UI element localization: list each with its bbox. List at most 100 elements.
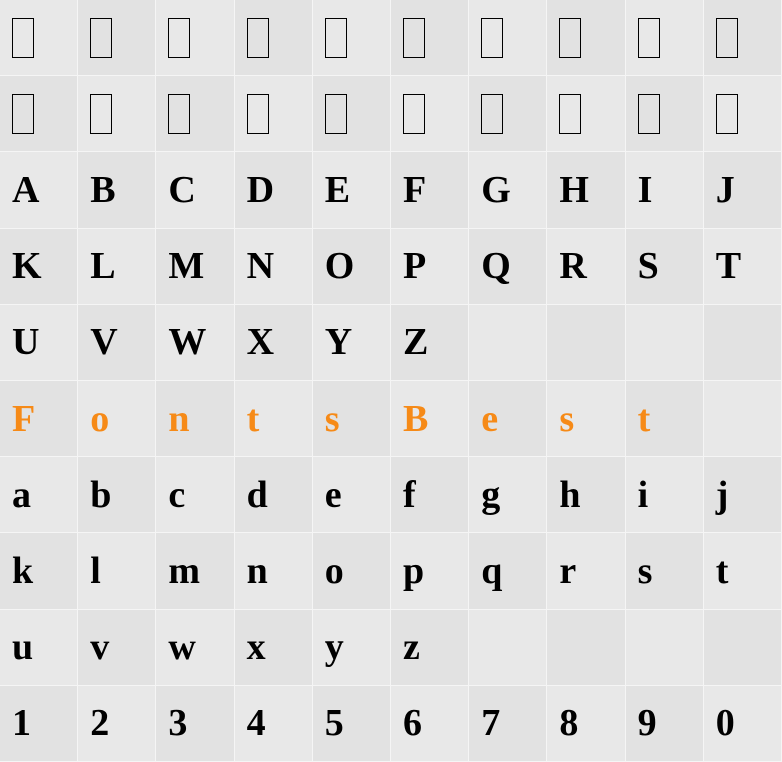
glyph-char: s	[638, 552, 653, 590]
glyph-cell-empty	[469, 305, 547, 381]
notdef-box-icon	[168, 94, 190, 134]
glyph-cell: o	[78, 381, 156, 457]
glyph-cell: Z	[391, 305, 469, 381]
glyph-char: o	[325, 552, 344, 590]
glyph-char: p	[403, 552, 424, 590]
glyph-char: b	[90, 476, 111, 514]
glyph-cell: F	[391, 152, 469, 228]
glyph-cell: O	[313, 229, 391, 305]
notdef-box-icon	[403, 18, 425, 58]
glyph-cell: D	[235, 152, 313, 228]
glyph-cell: W	[156, 305, 234, 381]
glyph-char: 3	[168, 704, 187, 742]
glyph-cell-notdef	[78, 76, 156, 152]
glyph-cell: b	[78, 457, 156, 533]
glyph-cell: e	[469, 381, 547, 457]
glyph-char: Y	[325, 323, 352, 361]
glyph-char: R	[559, 247, 586, 285]
glyph-char: 5	[325, 704, 344, 742]
glyph-cell: p	[391, 533, 469, 609]
glyph-cell: 8	[547, 686, 625, 762]
glyph-cell: y	[313, 610, 391, 686]
glyph-cell: q	[469, 533, 547, 609]
glyph-cell: B	[78, 152, 156, 228]
glyph-cell: C	[156, 152, 234, 228]
glyph-cell: n	[235, 533, 313, 609]
glyph-cell: n	[156, 381, 234, 457]
glyph-char: B	[403, 400, 428, 438]
glyph-char: q	[481, 552, 502, 590]
glyph-cell-notdef	[469, 76, 547, 152]
glyph-cell: S	[626, 229, 704, 305]
glyph-cell-notdef	[626, 0, 704, 76]
glyph-char: 0	[716, 704, 735, 742]
glyph-cell: L	[78, 229, 156, 305]
glyph-char: 7	[481, 704, 500, 742]
glyph-char: a	[12, 476, 31, 514]
glyph-cell: Y	[313, 305, 391, 381]
glyph-cell: B	[391, 381, 469, 457]
glyph-char: F	[12, 400, 35, 438]
glyph-cell: i	[626, 457, 704, 533]
glyph-cell: v	[78, 610, 156, 686]
glyph-cell: 3	[156, 686, 234, 762]
glyph-char: d	[247, 476, 268, 514]
glyph-char: n	[168, 400, 189, 438]
glyph-char: V	[90, 323, 117, 361]
glyph-cell: G	[469, 152, 547, 228]
glyph-cell: A	[0, 152, 78, 228]
glyph-char: o	[90, 400, 109, 438]
glyph-char: A	[12, 171, 39, 209]
glyph-char: U	[12, 323, 39, 361]
glyph-cell: X	[235, 305, 313, 381]
notdef-box-icon	[403, 94, 425, 134]
glyph-char: e	[325, 476, 342, 514]
glyph-cell: x	[235, 610, 313, 686]
notdef-box-icon	[716, 18, 738, 58]
glyph-char: c	[168, 476, 185, 514]
glyph-char: P	[403, 247, 426, 285]
glyph-cell: g	[469, 457, 547, 533]
notdef-box-icon	[481, 18, 503, 58]
glyph-cell: o	[313, 533, 391, 609]
glyph-cell-notdef	[156, 76, 234, 152]
glyph-cell: m	[156, 533, 234, 609]
glyph-cell: K	[0, 229, 78, 305]
glyph-cell: c	[156, 457, 234, 533]
glyph-char: 6	[403, 704, 422, 742]
glyph-cell-notdef	[313, 0, 391, 76]
glyph-char: Q	[481, 247, 511, 285]
glyph-cell: z	[391, 610, 469, 686]
glyph-cell-empty	[547, 610, 625, 686]
glyph-cell: V	[78, 305, 156, 381]
glyph-char: J	[716, 171, 735, 209]
glyph-cell: t	[704, 533, 782, 609]
glyph-char: Z	[403, 323, 428, 361]
glyph-cell: s	[547, 381, 625, 457]
glyph-cell: s	[626, 533, 704, 609]
glyph-cell: N	[235, 229, 313, 305]
glyph-char: 8	[559, 704, 578, 742]
glyph-cell-notdef	[78, 0, 156, 76]
glyph-cell: T	[704, 229, 782, 305]
glyph-cell-notdef	[313, 76, 391, 152]
glyph-cell: k	[0, 533, 78, 609]
notdef-box-icon	[12, 94, 34, 134]
notdef-box-icon	[559, 94, 581, 134]
glyph-cell: F	[0, 381, 78, 457]
glyph-char: m	[168, 552, 200, 590]
glyph-cell: P	[391, 229, 469, 305]
glyph-cell: w	[156, 610, 234, 686]
glyph-char: t	[716, 552, 729, 590]
glyph-cell-notdef	[704, 0, 782, 76]
glyph-cell-empty	[547, 305, 625, 381]
glyph-char: T	[716, 247, 741, 285]
notdef-box-icon	[716, 94, 738, 134]
notdef-box-icon	[638, 94, 660, 134]
glyph-char: H	[559, 171, 589, 209]
glyph-char: n	[247, 552, 268, 590]
glyph-char: B	[90, 171, 115, 209]
glyph-char: i	[638, 476, 649, 514]
glyph-char: M	[168, 247, 204, 285]
notdef-box-icon	[168, 18, 190, 58]
